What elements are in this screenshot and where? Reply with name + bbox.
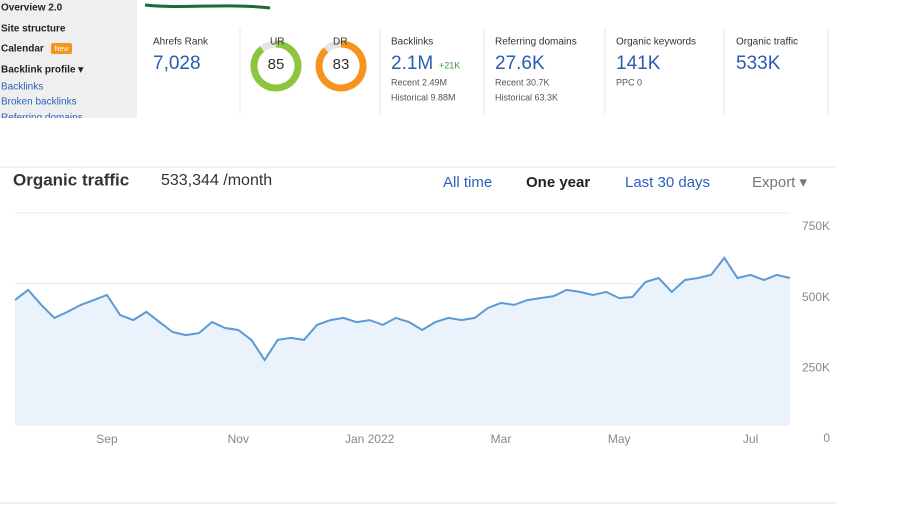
sidebar-item: Broken backlinks <box>1 97 77 108</box>
metric-label: Ahrefs Rank <box>153 37 209 48</box>
metric-label: Backlinks <box>391 37 433 48</box>
x-tick-label: Jul <box>743 432 758 446</box>
metric-score: 83 <box>333 56 350 73</box>
sidebar-item: Calendar <box>1 44 44 55</box>
y-tick-label: 750K <box>802 219 830 233</box>
metric-value: 2.1M <box>391 53 433 74</box>
metric-detail: PPC 0 <box>616 77 642 87</box>
metric-detail: Historical 9.88M <box>391 92 456 102</box>
ur-arc <box>250 40 302 92</box>
scribble <box>144 3 271 10</box>
metric-detail: Historical 63.3K <box>495 92 558 102</box>
line <box>14 256 791 362</box>
x-tick-label: May <box>608 432 631 446</box>
badge: New <box>54 46 69 53</box>
metric-label: Organic keywords <box>616 37 696 48</box>
sidebar-item: Overview 2.0 <box>1 3 63 14</box>
badge-bg <box>51 43 72 54</box>
x-tick-label: Jan 2022 <box>345 432 395 446</box>
range-button[interactable]: One year <box>526 174 590 191</box>
metric-change: +21K <box>439 60 460 70</box>
y-tick-label: 250K <box>802 361 830 375</box>
metric-label: UR <box>270 37 284 48</box>
sidebar-item: Site structure <box>1 24 66 35</box>
chart-subtitle: 533,344 /month <box>161 172 272 189</box>
metric-value: 533K <box>736 53 781 74</box>
metric-detail: Recent 30.7K <box>495 77 550 87</box>
metric-value: 27.6K <box>495 53 545 74</box>
range-button[interactable]: All time <box>443 174 492 191</box>
metric-value: 7,028 <box>153 53 201 74</box>
area <box>15 257 790 425</box>
range-button[interactable]: Export ▾ <box>752 174 808 191</box>
metric-label: DR <box>333 37 347 48</box>
metric-detail: Recent 2.49M <box>391 77 447 87</box>
dr-arc <box>315 40 367 92</box>
x-tick-label: Sep <box>96 432 118 446</box>
sidebar-clip <box>0 118 137 126</box>
sidebar <box>0 0 137 118</box>
y-tick-label: 0 <box>823 431 830 445</box>
sidebar-item: Backlink profile ▾ <box>1 65 84 76</box>
x-tick-label: Nov <box>228 432 249 446</box>
gauges <box>250 40 367 92</box>
metric-label: Referring domains <box>495 37 577 48</box>
chart-title: Organic traffic <box>13 170 129 189</box>
metric-value: 141K <box>616 53 661 74</box>
range-button[interactable]: Last 30 days <box>625 174 710 191</box>
x-tick-label: Mar <box>491 432 512 446</box>
metric-label: Organic traffic <box>736 37 798 48</box>
sidebar-item: Backlinks <box>1 82 43 93</box>
y-tick-label: 500K <box>802 290 830 304</box>
metric-score: 85 <box>268 56 285 73</box>
